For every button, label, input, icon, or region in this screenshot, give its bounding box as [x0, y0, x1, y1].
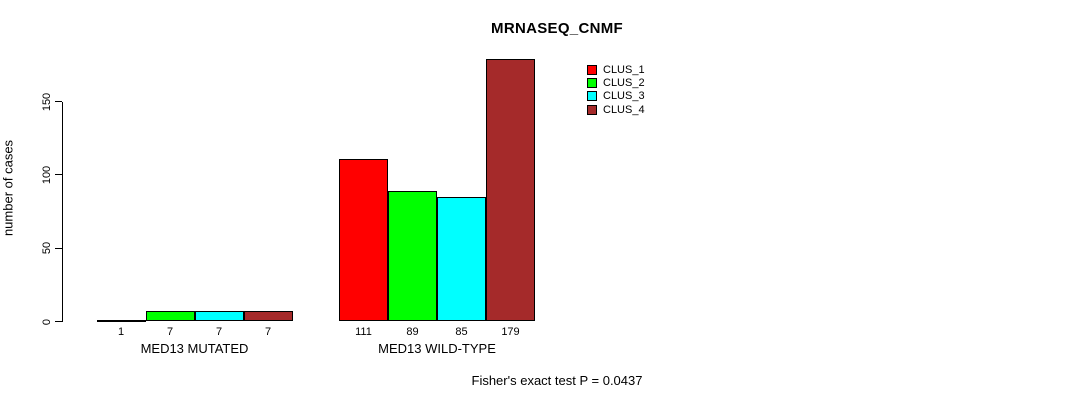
legend-label: CLUS_3	[603, 90, 645, 103]
bar-value-label: 7	[264, 325, 272, 338]
y-tick-label: 50	[41, 242, 53, 255]
legend-swatch-clus_4	[587, 104, 597, 115]
y-tick-mark	[55, 247, 62, 249]
legend-label: CLUS_4	[603, 103, 645, 116]
fisher-test-annotation: Fisher's exact test P = 0.0437	[471, 373, 643, 388]
legend-label: CLUS_1	[603, 63, 645, 76]
bar-clus_4	[486, 58, 535, 322]
y-tick-label: 100	[41, 165, 53, 185]
x-group-label: MED13 MUTATED	[140, 341, 249, 356]
bar-value-label: 7	[215, 325, 223, 338]
legend-item: CLUS_3	[587, 90, 645, 102]
y-tick-label: 0	[41, 318, 53, 325]
bar-value-label: 1	[117, 325, 125, 338]
y-tick-mark	[55, 101, 62, 102]
legend-item: CLUS_4	[587, 104, 645, 116]
legend-swatch-clus_2	[587, 77, 597, 88]
bar-value-label: 111	[355, 325, 372, 338]
legend-swatch-clus_1	[587, 64, 597, 75]
y-axis-title: number of cases	[0, 139, 16, 237]
bar-clus_3	[194, 311, 244, 322]
x-group-label: MED13 WILD-TYPE	[378, 341, 496, 356]
bar-clus_1	[339, 158, 388, 322]
chart-title: MRNASEQ_CNMF	[491, 20, 623, 37]
legend-label: CLUS_2	[603, 76, 645, 89]
bar-clus_2	[388, 190, 437, 322]
bar-value-label: 7	[166, 325, 174, 338]
y-axis-line	[62, 101, 63, 322]
y-tick-label: 150	[41, 92, 53, 111]
legend-item: CLUS_1	[587, 64, 645, 76]
bar-clus_3	[437, 196, 486, 322]
bar-value-label: 85	[455, 325, 468, 338]
bar-clus_4	[243, 311, 293, 322]
legend-item: CLUS_2	[587, 77, 645, 89]
bar-value-label: 179	[501, 325, 520, 338]
y-tick-mark	[55, 174, 62, 176]
bar-clus_1	[96, 320, 146, 323]
y-tick-mark	[55, 321, 62, 322]
bar-clus_2	[145, 311, 195, 322]
legend-swatch-clus_3	[587, 91, 597, 102]
bar-value-label: 89	[406, 325, 419, 338]
